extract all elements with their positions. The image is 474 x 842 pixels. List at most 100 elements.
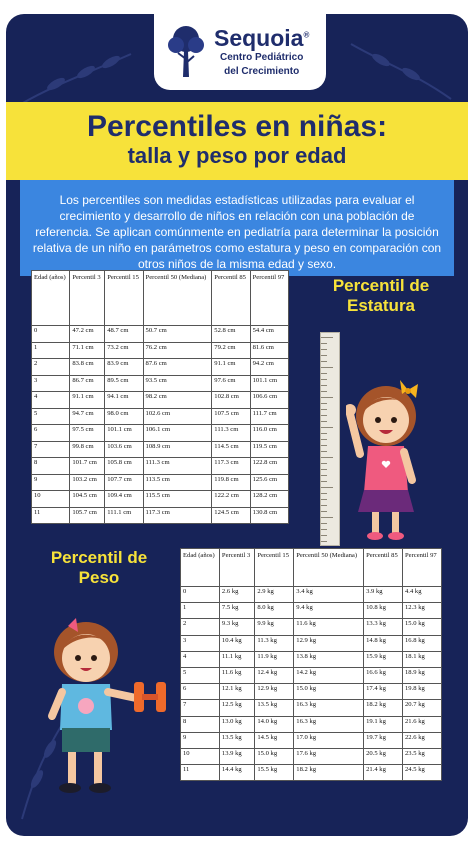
weight-table-cell: 8 [180,715,220,733]
ruler-tick [321,355,327,356]
weight-table-cell: 11.9 kg [254,650,295,668]
description-text: Los percentiles son medidas estadísticas… [32,193,442,271]
height-table-cell: 119.8 cm [211,473,251,491]
height-table-header-row: Edad (años) Percentil 3 Percentil 15 Percen… [30,270,290,326]
weight-table-cell: 2 [180,618,220,636]
weight-table-cell: 11 [180,764,220,782]
weight-table-cell: 14.2 kg [293,666,365,685]
height-table-row: 6 97.5 cm 101.1 cm 106.1 cm 111.3 cm 116.0 cm [30,424,290,442]
weight-table-cell: 4.4 kg [402,585,442,604]
brand-subtitle-line1: Centro Pediátrico [220,52,304,63]
height-table-cell: 130.8 cm [249,506,290,524]
weight-table-cell: 20.7 kg [402,699,442,717]
ruler-tick [321,463,327,464]
height-table-cell: 111.1 cm [104,506,144,524]
height-table-header-cell: Percentil 3 [69,270,106,326]
height-table-header-cell: Percentil 50 (Mediana) [142,270,213,326]
weight-table-cell: 4 [180,650,220,668]
weight-table-row: 1 7.5 kg 8.0 kg 9.4 kg 10.8 kg 12.3 kg [180,602,442,620]
ruler-tick [321,433,327,434]
weight-table-cell: 6 [180,683,220,701]
height-percentile-table: Edad (años) Percentil 3 Percentil 15 Percen… [30,270,290,524]
weight-table-cell: 11.1 kg [218,650,256,668]
height-table-cell: 107.5 cm [211,407,251,425]
height-table-cell: 4 [30,391,71,409]
weight-table-cell: 2.6 kg [218,585,256,604]
height-table-header-cell: Percentil 85 [211,270,251,326]
ruler-tick [321,385,327,386]
weight-table-header-row: Edad (años) Percentil 3 Percentil 15 Percen… [180,548,442,587]
height-table-cell: 86.7 cm [69,374,106,392]
height-table-cell: 106.6 cm [249,391,290,409]
height-table-cell: 104.5 cm [69,490,106,508]
title-banner: Percentiles en niñas: talla y peso por e… [6,102,468,180]
height-table-cell: 114.5 cm [211,440,251,458]
weight-table-cell: 8.0 kg [254,602,295,620]
height-table-cell: 101.1 cm [249,374,290,392]
ruler-tick [321,475,327,476]
height-table-cell: 73.2 cm [104,341,144,359]
height-table-cell: 11 [30,506,71,524]
weight-table-cell: 16.6 kg [363,666,403,685]
height-table-cell: 105.8 cm [104,457,144,475]
ruler-tick [321,427,333,428]
height-table-cell: 9 [30,473,71,491]
ruler-tick [321,487,333,488]
girl-lifting-dumbbell-icon [48,618,166,793]
weight-table-cell: 17.0 kg [293,731,365,749]
ruler-tick [321,397,333,398]
weight-table-cell: 12.9 kg [254,683,295,701]
ruler-tick [321,511,327,512]
weight-table-row: 7 12.5 kg 13.5 kg 16.3 kg 18.2 kg 20.7 kg [180,699,442,717]
weight-table-cell: 15.9 kg [363,650,403,668]
ruler-tick [321,541,327,542]
weight-table-cell: 9 [180,731,220,749]
brand-subtitle-line2: del Crecimiento [224,65,300,77]
height-table-cell: 93.5 cm [142,374,213,392]
ruler-tick [321,373,327,374]
height-table-cell: 91.1 cm [69,391,106,409]
weight-table-cell: 16.3 kg [293,715,365,733]
weight-percentile-table: Edad (años) Percentil 3 Percentil 15 Percen… [180,548,442,782]
height-table-header-cell: Percentil 15 [104,270,144,326]
ruler-tick [321,523,327,524]
ruler-tick [321,505,327,506]
weight-table-row: 11 14.4 kg 15.5 kg 18.2 kg 21.4 kg 24.5 kg [180,764,442,782]
weight-table-row: 0 2.6 kg 2.9 kg 3.4 kg 3.9 kg 4.4 kg [180,585,442,604]
height-table-row: 8 101.7 cm 105.8 cm 111.3 cm 117.3 cm 122.8 c… [30,457,290,475]
weight-table-cell: 12.1 kg [218,683,256,701]
height-table-cell: 91.1 cm [211,358,251,376]
girl-waving-icon [346,380,418,540]
height-section-title: Percentil de Estatura [332,276,430,316]
weight-table-cell: 20.5 kg [363,747,403,766]
weight-table-cell: 14.0 kg [254,715,295,733]
weight-table-row: 10 13.9 kg 15.0 kg 17.6 kg 20.5 kg 23.5 kg [180,747,442,766]
height-table-cell: 117.3 cm [211,457,251,475]
weight-table-header-cell: Percentil 97 [402,548,442,587]
height-table-row: 10 104.5 cm 109.4 cm 115.5 cm 122.2 cm 128.2 … [30,490,290,508]
ruler-tick [321,469,327,470]
weight-table-row: 5 11.6 kg 12.4 kg 14.2 kg 16.6 kg 18.9 kg [180,666,442,685]
height-table-cell: 108.9 cm [142,440,213,458]
weight-table-row: 2 9.3 kg 9.9 kg 11.6 kg 13.3 kg 15.0 kg [180,618,442,636]
height-table-cell: 111.3 cm [211,424,251,442]
weight-table-cell: 21.4 kg [363,764,403,782]
weight-table-cell: 12.4 kg [254,666,295,685]
ruler-tick [321,379,327,380]
ruler-tick [321,349,327,350]
weight-table-cell: 15.0 kg [293,683,365,701]
height-table-cell: 50.7 cm [142,325,213,343]
height-table-row: 3 86.7 cm 89.5 cm 93.5 cm 97.6 cm 101.1 cm [30,374,290,392]
weight-table-cell: 22.6 kg [402,731,442,749]
weight-table-cell: 18.1 kg [402,650,442,668]
height-table-cell: 109.4 cm [104,490,144,508]
weight-table-header-cell: Percentil 3 [218,548,256,587]
weight-table-cell: 3 [180,634,220,652]
height-table-cell: 97.5 cm [69,424,106,442]
ruler-tick [321,529,327,530]
height-table-cell: 119.5 cm [249,440,290,458]
height-table-cell: 5 [30,407,71,425]
ruler-tick [321,403,327,404]
weight-table-row: 6 12.1 kg 12.9 kg 15.0 kg 17.4 kg 19.8 kg [180,683,442,701]
weight-table-header-cell: Percentil 15 [254,548,295,587]
